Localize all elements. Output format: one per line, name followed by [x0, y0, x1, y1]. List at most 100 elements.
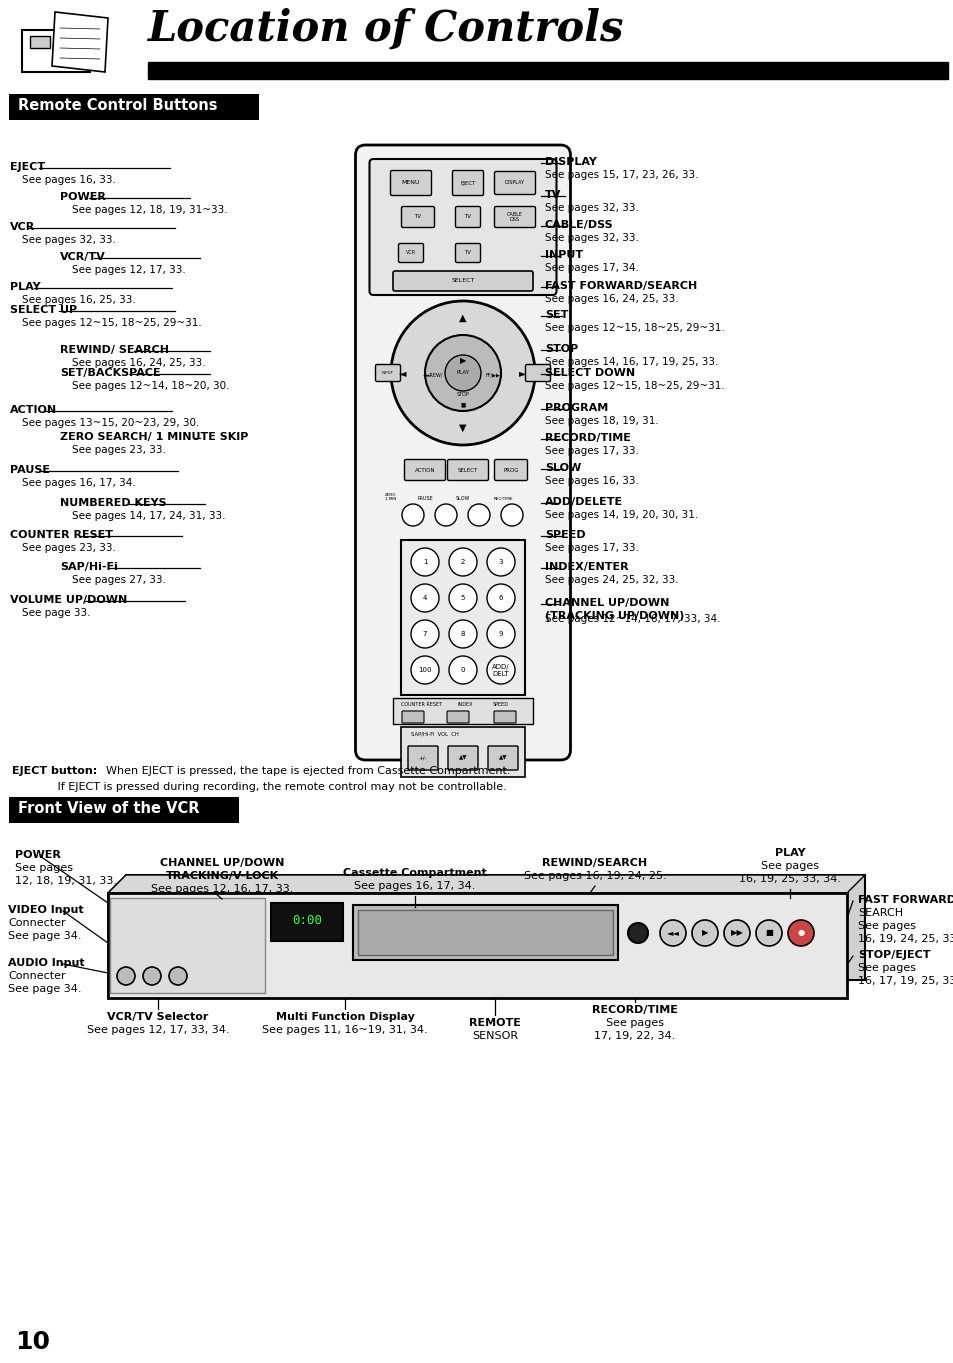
Text: RECORD/TIME: RECORD/TIME	[592, 1005, 678, 1015]
Circle shape	[486, 620, 515, 647]
FancyBboxPatch shape	[398, 244, 423, 263]
Text: COUNTER RESET: COUNTER RESET	[10, 530, 112, 540]
Text: VIDEO Input: VIDEO Input	[8, 905, 84, 915]
Text: See pages: See pages	[760, 861, 818, 871]
Text: ◄◄: ◄◄	[666, 928, 679, 938]
Text: ACTION: ACTION	[10, 405, 57, 414]
Text: CHANNEL UP/DOWN: CHANNEL UP/DOWN	[544, 598, 669, 608]
Bar	[393, 698, 533, 724]
Text: See pages 12, 16, 17, 33.: See pages 12, 16, 17, 33.	[151, 885, 293, 894]
Text: Cassette Compartment: Cassette Compartment	[343, 868, 486, 878]
Bar	[400, 726, 524, 777]
FancyBboxPatch shape	[494, 172, 535, 195]
Bar	[148, 61, 947, 79]
Text: EJECT button:: EJECT button:	[12, 766, 97, 776]
Circle shape	[486, 656, 515, 684]
Text: DISPLAY: DISPLAY	[504, 180, 524, 185]
Text: See pages 16, 25, 33.: See pages 16, 25, 33.	[22, 294, 135, 305]
FancyBboxPatch shape	[494, 711, 516, 722]
Text: See pages 12~14, 16, 17, 33, 34.: See pages 12~14, 16, 17, 33, 34.	[544, 613, 720, 624]
FancyBboxPatch shape	[452, 170, 483, 195]
Text: ▲▼: ▲▼	[458, 755, 467, 761]
Text: 6: 6	[498, 596, 503, 601]
Text: INDEX/ENTER: INDEX/ENTER	[544, 562, 628, 572]
Bar	[30, 35, 50, 48]
Text: ▼: ▼	[458, 423, 466, 433]
Text: ADD/
DELT: ADD/ DELT	[492, 664, 509, 676]
Text: See pages 16, 24, 25, 33.: See pages 16, 24, 25, 33.	[71, 358, 206, 368]
Text: INPUT: INPUT	[381, 371, 394, 375]
FancyBboxPatch shape	[488, 746, 517, 770]
Text: 9: 9	[498, 631, 503, 637]
FancyBboxPatch shape	[525, 364, 550, 382]
Text: See pages 27, 33.: See pages 27, 33.	[71, 575, 166, 585]
Text: EJECT: EJECT	[460, 180, 476, 185]
Text: ►: ►	[518, 368, 526, 378]
Text: 1: 1	[422, 559, 427, 566]
Circle shape	[755, 920, 781, 946]
Text: SPEED: SPEED	[493, 702, 509, 707]
Text: SAP/Hi-Fi: SAP/Hi-Fi	[60, 562, 117, 572]
Text: See pages 32, 33.: See pages 32, 33.	[544, 203, 639, 213]
Text: PAUSE: PAUSE	[10, 465, 50, 474]
Text: ▲: ▲	[458, 313, 466, 323]
FancyBboxPatch shape	[447, 459, 488, 481]
Text: 8: 8	[460, 631, 465, 637]
Text: VCR/TV: VCR/TV	[60, 252, 106, 262]
Circle shape	[424, 335, 500, 412]
Text: ADD/DELETE: ADD/DELETE	[544, 497, 622, 507]
Text: +/-: +/-	[418, 755, 427, 761]
Text: See pages 17, 33.: See pages 17, 33.	[544, 542, 639, 553]
Text: Location of Controls: Location of Controls	[148, 8, 623, 50]
FancyBboxPatch shape	[9, 94, 258, 120]
Circle shape	[411, 620, 438, 647]
Text: INPUT: INPUT	[544, 249, 582, 260]
Text: See page 34.: See page 34.	[8, 931, 81, 940]
Text: See pages 12~14, 18~20, 30.: See pages 12~14, 18~20, 30.	[71, 382, 230, 391]
Text: See pages 32, 33.: See pages 32, 33.	[544, 233, 639, 243]
Text: 3: 3	[498, 559, 503, 566]
Circle shape	[449, 583, 476, 612]
Text: 4: 4	[422, 596, 427, 601]
Circle shape	[627, 923, 647, 943]
Text: REWIND/SEARCH: REWIND/SEARCH	[542, 857, 647, 868]
Text: See pages: See pages	[857, 964, 915, 973]
Text: Remote Control Buttons: Remote Control Buttons	[18, 98, 217, 113]
Text: REC/TIME: REC/TIME	[493, 497, 512, 502]
Text: FAST FORWARD/: FAST FORWARD/	[857, 895, 953, 905]
Text: See pages 17, 34.: See pages 17, 34.	[544, 263, 639, 273]
Text: ACTION: ACTION	[415, 468, 435, 473]
Text: See pages 14, 16, 17, 19, 25, 33.: See pages 14, 16, 17, 19, 25, 33.	[544, 357, 718, 367]
Text: PROGRAM: PROGRAM	[544, 403, 608, 413]
Text: SET/BACKSPACE: SET/BACKSPACE	[60, 368, 160, 378]
Circle shape	[444, 354, 480, 391]
Bar	[126, 875, 864, 980]
Text: VCR: VCR	[406, 251, 416, 255]
Text: EJECT: EJECT	[10, 162, 45, 172]
Text: 10: 10	[15, 1330, 50, 1353]
FancyBboxPatch shape	[455, 207, 480, 228]
Text: See pages 12, 17, 33.: See pages 12, 17, 33.	[71, 264, 186, 275]
FancyBboxPatch shape	[408, 746, 437, 770]
Text: 2: 2	[460, 559, 465, 566]
Text: TV: TV	[464, 251, 471, 255]
Circle shape	[659, 920, 685, 946]
FancyBboxPatch shape	[455, 244, 480, 263]
Circle shape	[449, 620, 476, 647]
FancyBboxPatch shape	[447, 711, 469, 722]
Circle shape	[500, 504, 522, 526]
Text: FAST FORWARD/SEARCH: FAST FORWARD/SEARCH	[544, 281, 697, 290]
Circle shape	[449, 548, 476, 577]
Bar	[357, 910, 613, 955]
FancyBboxPatch shape	[401, 207, 434, 228]
Text: 7: 7	[422, 631, 427, 637]
Text: VOLUME UP/DOWN: VOLUME UP/DOWN	[10, 596, 127, 605]
Text: 0:00: 0:00	[292, 915, 322, 927]
Text: See page 34.: See page 34.	[8, 984, 81, 994]
Bar	[271, 904, 343, 940]
Circle shape	[117, 966, 135, 985]
Text: (TRACKING UP/DOWN): (TRACKING UP/DOWN)	[544, 611, 683, 622]
FancyBboxPatch shape	[494, 207, 535, 228]
Text: PROG: PROG	[503, 468, 518, 473]
FancyBboxPatch shape	[369, 159, 556, 294]
